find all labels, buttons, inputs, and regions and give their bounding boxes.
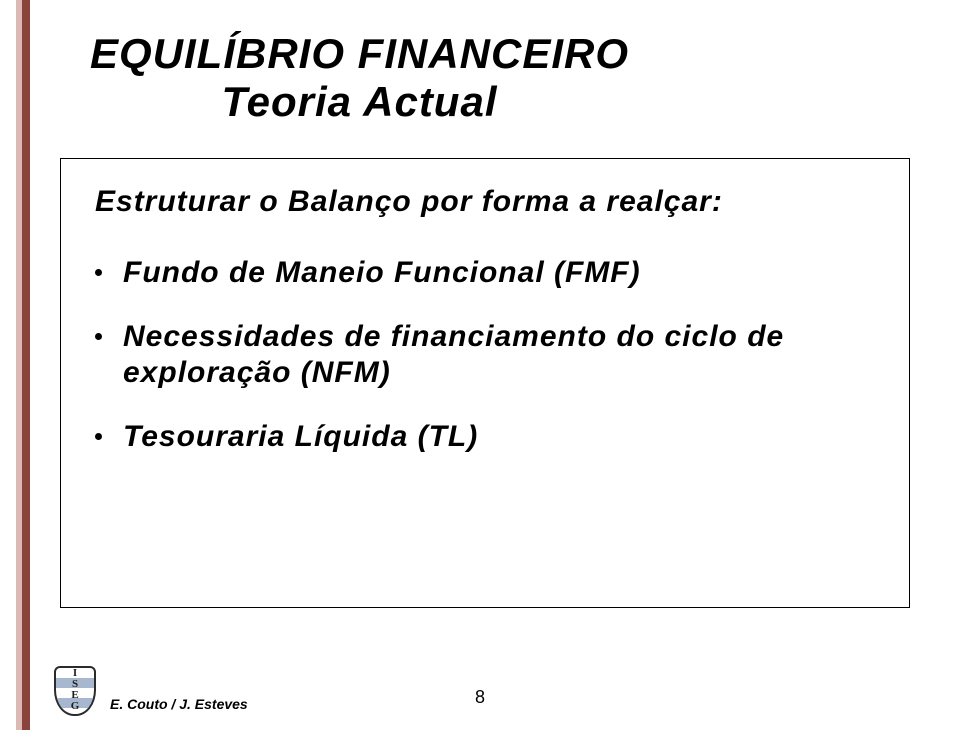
slide-title: EQUILÍBRIO FINANCEIRO Teoria Actual bbox=[90, 30, 629, 127]
footer-author: E. Couto / J. Esteves bbox=[110, 696, 248, 712]
page-number: 8 bbox=[475, 687, 485, 708]
bullet-icon bbox=[95, 269, 102, 276]
list-item: Fundo de Maneio Funcional (FMF) bbox=[95, 255, 875, 291]
institution-logo: I S E G bbox=[54, 666, 96, 716]
list-item-text: Tesouraria Líquida (TL) bbox=[123, 420, 478, 453]
content-box: Estruturar o Balanço por forma a realçar… bbox=[60, 158, 910, 608]
left-accent-bar bbox=[16, 0, 30, 730]
title-line-1: EQUILÍBRIO FINANCEIRO bbox=[90, 30, 629, 78]
list-item-text: Fundo de Maneio Funcional (FMF) bbox=[123, 256, 641, 289]
list-item: Necessidades de financiamento do ciclo d… bbox=[95, 319, 875, 391]
list-item: Tesouraria Líquida (TL) bbox=[95, 419, 875, 455]
bullet-icon bbox=[95, 433, 102, 440]
bullet-icon bbox=[95, 333, 102, 340]
title-line-2: Teoria Actual bbox=[90, 78, 629, 126]
content-list: Fundo de Maneio Funcional (FMF) Necessid… bbox=[95, 255, 875, 455]
content-lead: Estruturar o Balanço por forma a realçar… bbox=[95, 185, 875, 219]
list-item-text: Necessidades de financiamento do ciclo d… bbox=[123, 320, 784, 389]
logo-letter: G bbox=[54, 701, 96, 712]
left-accent-dark bbox=[22, 0, 30, 730]
logo-letters: I S E G bbox=[54, 668, 96, 712]
